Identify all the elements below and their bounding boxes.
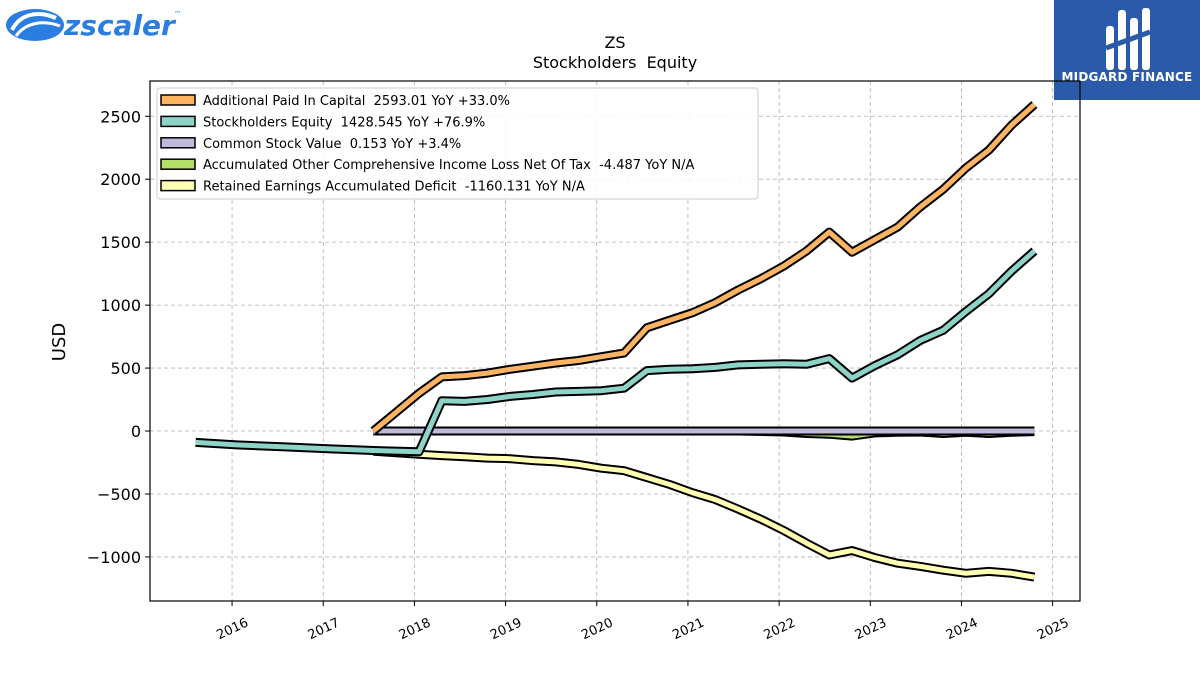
y-tick-label: 500 — [110, 359, 141, 378]
y-axis-label: USD — [49, 323, 70, 361]
legend-label: Common Stock Value 0.153 YoY +3.4% — [203, 137, 461, 152]
legend-swatch — [160, 115, 196, 128]
zscaler-logo: zscaler ™ — [4, 4, 184, 44]
logo-text: zscaler — [63, 9, 177, 42]
x-tick-label: 2019 — [488, 616, 524, 644]
y-tick-label: 1000 — [100, 296, 141, 315]
legend-swatch — [160, 137, 196, 149]
svg-text:™: ™ — [174, 10, 181, 18]
y-tick-label: −500 — [97, 485, 141, 504]
legend-label: Retained Earnings Accumulated Deficit -1… — [203, 180, 585, 195]
series-lines — [195, 101, 1038, 582]
legend-swatch — [160, 179, 196, 192]
midgard-finance-badge: MIDGARD FINANCE — [1054, 0, 1200, 100]
y-tick-label: 1500 — [100, 233, 141, 252]
legend: Additional Paid In Capital 2593.01 YoY +… — [156, 87, 759, 200]
x-tick-label: 2017 — [306, 616, 342, 644]
x-tick-label: 2023 — [853, 616, 889, 644]
y-tick-label: 2500 — [100, 107, 141, 126]
legend-label: Stockholders Equity 1428.545 YoY +76.9% — [203, 115, 485, 130]
plot-frame — [149, 80, 1081, 602]
x-tick-label: 2022 — [762, 616, 798, 644]
chart-subtitle: Stockholders Equity — [533, 53, 697, 72]
y-tick-label: 2000 — [100, 170, 141, 189]
legend-swatch — [160, 94, 196, 106]
series-outline-retained-earnings-accumulated-deficit — [373, 446, 1036, 582]
series-line-stockholders-equity — [195, 249, 1037, 455]
x-tick-label: 2025 — [1035, 616, 1071, 644]
legend-box — [156, 87, 759, 200]
legend-label: Accumulated Other Comprehensive Income L… — [203, 158, 694, 173]
series-line-retained-earnings-accumulated-deficit — [373, 448, 1035, 580]
x-tick-label: 2024 — [944, 616, 980, 644]
chart-title: ZS — [604, 33, 625, 52]
badge-text: MIDGARD FINANCE — [1061, 70, 1193, 84]
midgard-logo-icon — [1105, 8, 1151, 70]
y-tick-label: −1000 — [87, 548, 141, 567]
x-tick-label: 2018 — [397, 616, 433, 644]
x-tick-label: 2021 — [670, 616, 706, 644]
x-tick-label: 2016 — [215, 616, 251, 644]
legend-swatch — [160, 158, 196, 170]
x-tick-label: 2020 — [579, 616, 615, 644]
series-line-additional-paid-in-capital — [371, 102, 1037, 433]
y-tick-label: 0 — [131, 422, 141, 441]
legend-label: Additional Paid In Capital 2593.01 YoY +… — [203, 94, 510, 109]
